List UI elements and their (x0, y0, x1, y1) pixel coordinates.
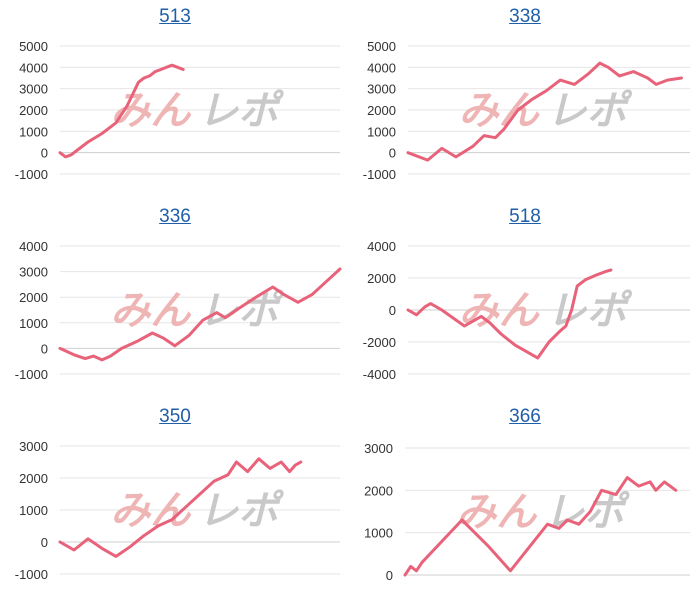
y-tick-label: 2000 (367, 271, 396, 286)
watermark-logo: レポ (198, 489, 284, 533)
chart-svg: -1000 0 1000 2000 3000 4000 みん レポ (15, 239, 342, 382)
y-tick-label: -4000 (363, 367, 396, 382)
y-tick-label: 0 (389, 303, 396, 318)
chart-panel-338: 338 -1000 0 1000 2000 3000 4000 5000 みん レポ (350, 0, 700, 200)
y-tick-label: -2000 (363, 335, 396, 350)
chart-title-link[interactable]: 338 (509, 6, 541, 27)
series-line (58, 63, 185, 159)
chart-title-link[interactable]: 518 (509, 206, 541, 227)
y-tick-label: 5000 (19, 39, 48, 54)
y-tick-label: 5000 (367, 39, 396, 54)
y-tick-label: -1000 (15, 167, 48, 182)
chart-title-link[interactable]: 350 (159, 406, 191, 427)
watermark-logo: レポ (198, 289, 284, 333)
y-tick-label: 3000 (367, 82, 396, 97)
y-tick-label: 4000 (367, 60, 396, 75)
y-tick-label: 3000 (364, 441, 393, 456)
series-line (58, 267, 342, 362)
y-tick-label: 4000 (367, 239, 396, 254)
chart-svg: -1000 0 1000 2000 3000 みん レポ (15, 439, 340, 582)
watermark-logo: みん (110, 489, 192, 533)
y-tick-label: 0 (41, 535, 48, 550)
y-tick-label: 2000 (19, 290, 48, 305)
y-tick-label: 1000 (364, 526, 393, 541)
y-tick-label: -1000 (15, 367, 48, 382)
y-tick-label: 3000 (19, 265, 48, 280)
y-tick-label: 2000 (364, 483, 393, 498)
watermark-logo: レポ (198, 89, 284, 133)
watermark-logo: みん (459, 89, 541, 133)
watermark-logo: みん (110, 289, 192, 333)
chart-title-link[interactable]: 336 (159, 206, 191, 227)
y-tick-label: 0 (386, 568, 393, 583)
y-tick-label: 0 (389, 146, 396, 161)
series-line (403, 476, 678, 577)
y-tick-label: 1000 (19, 503, 48, 518)
watermark-logo: みん (459, 289, 541, 333)
chart-panel-518: 518 -4000 -2000 0 2000 4000 みん レポ (350, 200, 700, 400)
y-tick-label: 0 (41, 341, 48, 356)
y-tick-label: 1000 (19, 124, 48, 139)
y-tick-label: 0 (41, 146, 48, 161)
y-tick-label: 2000 (19, 471, 48, 486)
chart-title-link[interactable]: 513 (159, 6, 191, 27)
y-tick-label: 2000 (19, 103, 48, 118)
y-tick-label: 3000 (19, 439, 48, 454)
watermark-logo: レポ (547, 289, 633, 333)
chart-panel-336: 336 -1000 0 1000 2000 3000 4000 みん レポ (0, 200, 350, 400)
y-tick-label: 2000 (367, 103, 396, 118)
chart-panel-513: 513 -1000 0 1000 2000 3000 4000 5000 みん レポ (0, 0, 350, 200)
series-line (406, 268, 613, 360)
y-tick-label: 4000 (19, 239, 48, 254)
y-tick-label: 3000 (19, 82, 48, 97)
y-tick-label: 4000 (19, 60, 48, 75)
series-line (58, 457, 303, 558)
y-tick-label: 1000 (367, 124, 396, 139)
y-tick-label: -1000 (15, 567, 48, 582)
series-line (406, 61, 683, 162)
y-tick-label: -1000 (363, 167, 396, 182)
chart-panel-366: 366 0 1000 2000 3000 みん レポ (350, 400, 700, 600)
y-tick-label: 1000 (19, 316, 48, 331)
chart-svg: -1000 0 1000 2000 3000 4000 5000 みん レポ (363, 39, 690, 182)
watermark-logo: レポ (547, 89, 633, 133)
chart-svg: -4000 -2000 0 2000 4000 みん レポ (363, 239, 690, 382)
chart-panel-350: 350 -1000 0 1000 2000 3000 みん レポ (0, 400, 350, 600)
chart-title-link[interactable]: 366 (509, 406, 541, 427)
